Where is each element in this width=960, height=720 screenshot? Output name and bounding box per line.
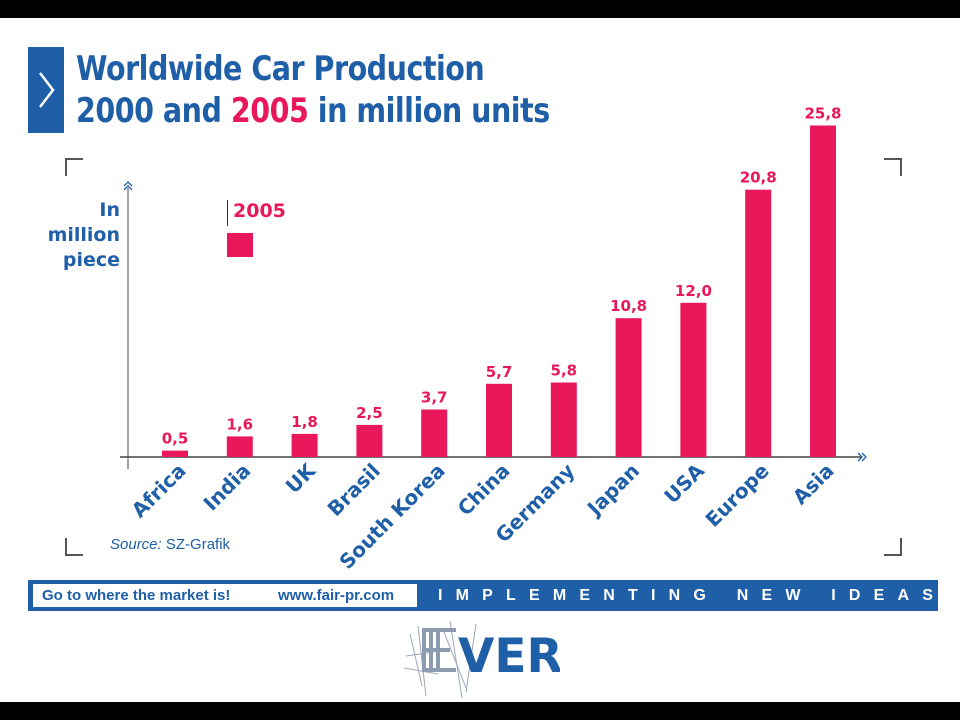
frame-corner-top-right: [884, 158, 902, 176]
source-text: SZ-Grafik: [165, 536, 231, 553]
category-label-japan: Japan: [581, 459, 644, 522]
source-note: Source: SZ-Grafik: [110, 536, 230, 553]
bottom-black-bar: [0, 702, 960, 720]
bar-europe: [745, 189, 772, 457]
data-label-india: 1,6: [227, 415, 254, 433]
bar-africa: [162, 450, 188, 457]
category-label-asia: Asia: [788, 459, 839, 510]
bar-usa: [680, 302, 707, 457]
data-label-africa: 0,5: [162, 430, 189, 448]
data-label-europe: 20,8: [740, 169, 777, 187]
double-chevron-right-icon: [857, 452, 867, 462]
y-axis-label-line-3: piece: [62, 249, 120, 271]
title-highlight-year: 2005: [230, 91, 309, 131]
frame-corner-bottom-left: [65, 538, 83, 556]
bar-germany: [550, 382, 577, 457]
y-axis-label-line-2: million: [47, 224, 120, 246]
category-label-brasil: Brasil: [323, 459, 385, 521]
legend-tick: [227, 200, 228, 226]
evers-logo: VERS: [404, 616, 560, 700]
category-label-europe: Europe: [701, 459, 774, 532]
data-label-uk: 1,8: [291, 413, 318, 431]
bar-india: [226, 436, 253, 457]
double-chevron-up-icon: [123, 181, 133, 191]
data-label-brasil: 2,5: [356, 404, 383, 422]
bar-brasil: [356, 424, 383, 457]
legend-label-2005: 2005: [233, 200, 286, 222]
bar-china: [486, 383, 512, 457]
footer-box: Go to where the market is! www.fair-pr.c…: [33, 584, 417, 607]
category-label-africa: Africa: [127, 459, 191, 523]
source-label: Source:: [110, 536, 162, 553]
bar-uk: [291, 433, 318, 457]
legend-swatch-2005: [227, 233, 253, 257]
data-label-germany: 5,8: [551, 362, 578, 380]
y-axis-label-line-1: In: [99, 199, 120, 221]
category-label-usa: USA: [659, 458, 709, 508]
top-black-bar: [0, 0, 960, 18]
chevron-right-icon: [39, 72, 55, 108]
bar-south-korea: [421, 409, 448, 457]
category-label-india: India: [199, 459, 256, 516]
data-label-usa: 12,0: [675, 282, 712, 300]
data-label-asia: 25,8: [804, 105, 841, 123]
frame-corner-bottom-right: [884, 538, 902, 556]
category-label-china: China: [453, 459, 515, 521]
data-label-china: 5,7: [486, 363, 513, 381]
header-chevron-box: [28, 47, 64, 133]
footer-slogan: IMPLEMENTING NEW IDEAS: [438, 587, 947, 604]
footer-band: Go to where the market is! www.fair-pr.c…: [28, 580, 938, 611]
evers-logo-graphic: VERS: [404, 620, 560, 699]
chart-value-labels: 0,5 1,6 1,8 2,5 3,7 5,7 5,8 10,8 12,0 20,8 25,8: [162, 105, 842, 448]
data-label-south-korea: 3,7: [421, 389, 448, 407]
footer-tagline: Go to where the market is!: [42, 587, 231, 604]
bar-asia: [810, 125, 836, 457]
logo-text: VERS: [458, 629, 560, 684]
title-part-2: in million units: [308, 91, 550, 131]
footer-url-link[interactable]: www.fair-pr.com: [278, 587, 395, 604]
title-part-1: 2000 and: [76, 91, 231, 131]
data-label-japan: 10,8: [610, 297, 647, 315]
bar-japan: [615, 318, 642, 457]
chart-title: Worldwide Car Production 2000 and 2005 i…: [76, 48, 550, 132]
frame-corner-top-left: [65, 158, 83, 176]
y-axis-label: In million piece: [20, 198, 120, 273]
category-label-uk: UK: [281, 458, 321, 498]
chart-bars: [162, 125, 836, 457]
title-line-1: Worldwide Car Production: [76, 49, 485, 89]
